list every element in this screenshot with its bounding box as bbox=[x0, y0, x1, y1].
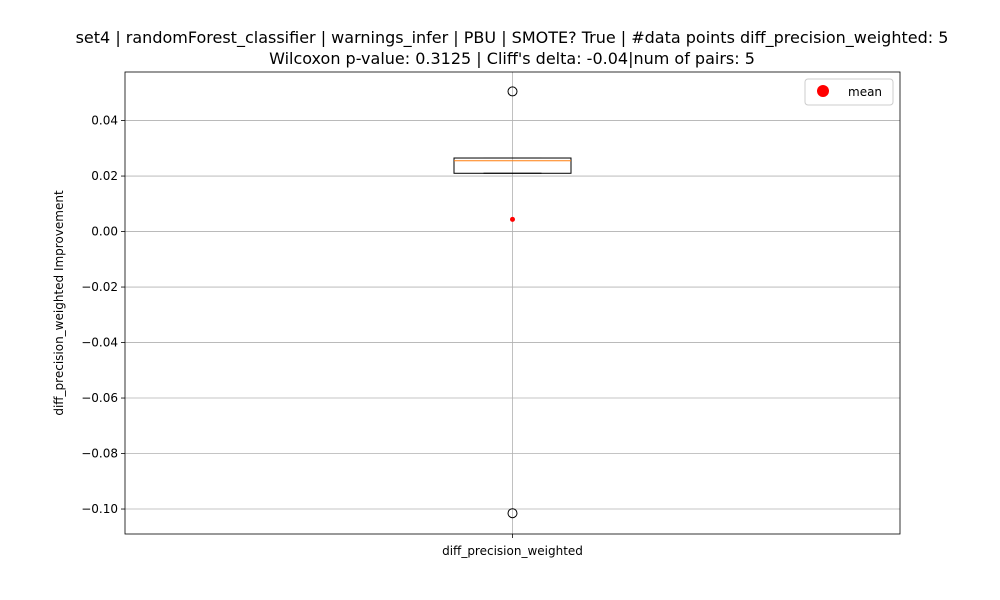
mean-point bbox=[510, 216, 515, 222]
box-plot bbox=[453, 86, 572, 519]
legend-mean-marker bbox=[817, 85, 829, 97]
grid-layer bbox=[125, 72, 900, 534]
chart-title-line1: set4 | randomForest_classifier | warning… bbox=[76, 28, 949, 48]
y-tick-label: −0.10 bbox=[81, 502, 118, 516]
chart-title-line2: Wilcoxon p-value: 0.3125 | Cliff's delta… bbox=[269, 49, 755, 68]
y-tick-label: 0.02 bbox=[91, 169, 118, 183]
legend-frame bbox=[804, 78, 894, 106]
y-tick-label: −0.02 bbox=[81, 280, 118, 294]
legend: mean bbox=[804, 78, 894, 106]
y-tick-label: −0.08 bbox=[81, 447, 118, 461]
y-tick-label: 0.00 bbox=[91, 225, 118, 239]
iqr-box bbox=[453, 157, 572, 174]
y-tick-label: −0.06 bbox=[81, 391, 118, 405]
y-axis-label: diff_precision_weighted Improvement bbox=[52, 190, 66, 416]
legend-label-mean: mean bbox=[848, 85, 882, 99]
outlier-point bbox=[507, 508, 518, 519]
outlier-point bbox=[507, 86, 518, 97]
y-tick-label: 0.04 bbox=[91, 114, 118, 128]
y-tick-label: −0.04 bbox=[81, 336, 118, 350]
axes: 0.04 0.02 0.00 −0.02 −0.04 −0.06 −0.08 −0.10 dif… bbox=[81, 71, 901, 558]
x-tick-label: diff_precision_weighted bbox=[442, 544, 583, 558]
